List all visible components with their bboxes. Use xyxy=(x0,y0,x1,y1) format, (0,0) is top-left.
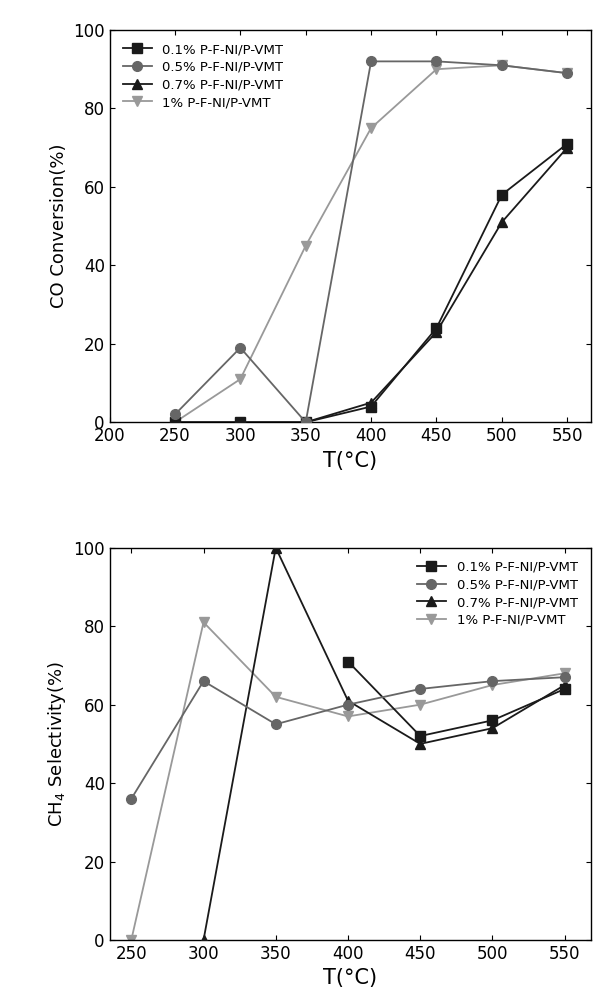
1% P-F-NI/P-VMT xyxy=(498,59,505,71)
Line: 0.1% P-F-NI/P-VMT: 0.1% P-F-NI/P-VMT xyxy=(170,139,572,427)
1% P-F-NI/P-VMT xyxy=(200,616,207,628)
0.5% P-F-NI/P-VMT xyxy=(498,59,505,71)
Line: 1% P-F-NI/P-VMT: 1% P-F-NI/P-VMT xyxy=(127,617,569,945)
Y-axis label: CH$_4$ Selectivity(%): CH$_4$ Selectivity(%) xyxy=(46,661,68,827)
0.1% P-F-NI/P-VMT xyxy=(433,322,440,334)
1% P-F-NI/P-VMT xyxy=(563,67,571,79)
0.1% P-F-NI/P-VMT xyxy=(171,416,178,428)
0.7% P-F-NI/P-VMT xyxy=(433,326,440,338)
1% P-F-NI/P-VMT xyxy=(302,240,309,252)
0.7% P-F-NI/P-VMT xyxy=(367,397,375,409)
0.1% P-F-NI/P-VMT xyxy=(489,714,496,726)
0.7% P-F-NI/P-VMT xyxy=(272,542,280,554)
0.5% P-F-NI/P-VMT xyxy=(302,416,309,428)
1% P-F-NI/P-VMT xyxy=(489,679,496,691)
0.7% P-F-NI/P-VMT xyxy=(237,416,244,428)
0.1% P-F-NI/P-VMT xyxy=(367,401,375,413)
1% P-F-NI/P-VMT xyxy=(433,63,440,75)
Line: 0.7% P-F-NI/P-VMT: 0.7% P-F-NI/P-VMT xyxy=(199,543,569,945)
0.5% P-F-NI/P-VMT xyxy=(417,683,424,695)
0.1% P-F-NI/P-VMT xyxy=(344,656,351,668)
Legend: 0.1% P-F-NI/P-VMT, 0.5% P-F-NI/P-VMT, 0.7% P-F-NI/P-VMT, 1% P-F-NI/P-VMT: 0.1% P-F-NI/P-VMT, 0.5% P-F-NI/P-VMT, 0.… xyxy=(410,554,584,633)
Line: 0.5% P-F-NI/P-VMT: 0.5% P-F-NI/P-VMT xyxy=(170,57,572,427)
0.7% P-F-NI/P-VMT xyxy=(489,722,496,734)
1% P-F-NI/P-VMT xyxy=(171,416,178,428)
0.7% P-F-NI/P-VMT xyxy=(417,738,424,750)
0.5% P-F-NI/P-VMT xyxy=(272,718,280,730)
0.7% P-F-NI/P-VMT xyxy=(498,216,505,228)
0.1% P-F-NI/P-VMT xyxy=(417,730,424,742)
1% P-F-NI/P-VMT xyxy=(272,691,280,703)
0.5% P-F-NI/P-VMT xyxy=(128,793,135,805)
0.7% P-F-NI/P-VMT xyxy=(171,416,178,428)
Y-axis label: CO Conversion(%): CO Conversion(%) xyxy=(49,144,68,308)
0.5% P-F-NI/P-VMT xyxy=(237,342,244,354)
0.1% P-F-NI/P-VMT xyxy=(498,189,505,201)
0.5% P-F-NI/P-VMT xyxy=(433,55,440,67)
0.5% P-F-NI/P-VMT xyxy=(561,671,568,683)
0.5% P-F-NI/P-VMT xyxy=(489,675,496,687)
0.5% P-F-NI/P-VMT xyxy=(200,675,207,687)
1% P-F-NI/P-VMT xyxy=(417,699,424,711)
Line: 0.5% P-F-NI/P-VMT: 0.5% P-F-NI/P-VMT xyxy=(127,672,569,804)
0.7% P-F-NI/P-VMT xyxy=(561,679,568,691)
0.1% P-F-NI/P-VMT xyxy=(561,683,568,695)
0.1% P-F-NI/P-VMT xyxy=(237,416,244,428)
0.7% P-F-NI/P-VMT xyxy=(344,695,351,707)
0.7% P-F-NI/P-VMT xyxy=(200,934,207,946)
0.1% P-F-NI/P-VMT xyxy=(302,416,309,428)
0.1% P-F-NI/P-VMT xyxy=(563,138,571,150)
1% P-F-NI/P-VMT xyxy=(561,667,568,679)
0.7% P-F-NI/P-VMT xyxy=(302,416,309,428)
0.5% P-F-NI/P-VMT xyxy=(171,408,178,420)
0.5% P-F-NI/P-VMT xyxy=(344,699,351,711)
1% P-F-NI/P-VMT xyxy=(344,710,351,722)
1% P-F-NI/P-VMT xyxy=(367,122,375,134)
Line: 0.7% P-F-NI/P-VMT: 0.7% P-F-NI/P-VMT xyxy=(170,143,572,427)
X-axis label: T(°C): T(°C) xyxy=(323,451,377,471)
0.5% P-F-NI/P-VMT xyxy=(563,67,571,79)
1% P-F-NI/P-VMT xyxy=(237,373,244,385)
0.5% P-F-NI/P-VMT xyxy=(367,55,375,67)
0.7% P-F-NI/P-VMT xyxy=(563,142,571,154)
X-axis label: T(°C): T(°C) xyxy=(323,968,377,988)
Legend: 0.1% P-F-NI/P-VMT, 0.5% P-F-NI/P-VMT, 0.7% P-F-NI/P-VMT, 1% P-F-NI/P-VMT: 0.1% P-F-NI/P-VMT, 0.5% P-F-NI/P-VMT, 0.… xyxy=(116,37,290,116)
Line: 1% P-F-NI/P-VMT: 1% P-F-NI/P-VMT xyxy=(170,60,572,427)
Line: 0.1% P-F-NI/P-VMT: 0.1% P-F-NI/P-VMT xyxy=(343,657,569,741)
1% P-F-NI/P-VMT xyxy=(128,934,135,946)
